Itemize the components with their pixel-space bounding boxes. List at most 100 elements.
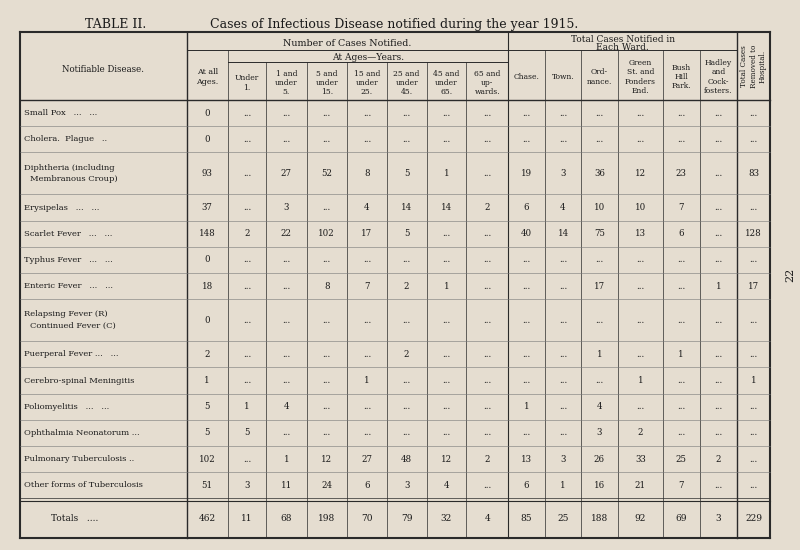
Text: 69: 69 <box>675 514 687 522</box>
Text: ...: ... <box>636 135 644 144</box>
Text: ...: ... <box>442 229 450 238</box>
Text: Cerebro-spinal Meningitis: Cerebro-spinal Meningitis <box>24 377 134 384</box>
Text: ...: ... <box>559 350 567 359</box>
Text: ...: ... <box>362 316 371 324</box>
Text: Notifiable Disease.: Notifiable Disease. <box>62 64 144 74</box>
Text: 70: 70 <box>361 514 373 522</box>
Text: ...: ... <box>442 135 450 144</box>
Text: ...: ... <box>636 316 644 324</box>
Text: ...: ... <box>402 428 410 437</box>
Text: ...: ... <box>362 108 371 118</box>
Text: ...: ... <box>559 282 567 290</box>
Text: 27: 27 <box>281 169 292 178</box>
Text: 6: 6 <box>524 481 530 490</box>
Text: ...: ... <box>242 169 251 178</box>
Text: 1: 1 <box>524 402 530 411</box>
Text: 32: 32 <box>441 514 452 522</box>
Text: ...: ... <box>362 402 371 411</box>
Text: 27: 27 <box>362 455 372 464</box>
Text: ...: ... <box>677 428 686 437</box>
Text: ...: ... <box>750 481 758 490</box>
Text: 19: 19 <box>521 169 532 178</box>
Text: ...: ... <box>559 255 567 265</box>
Text: ...: ... <box>322 428 331 437</box>
Text: Bush
Hill
Park.: Bush Hill Park. <box>671 64 691 90</box>
Text: 24: 24 <box>322 481 332 490</box>
Text: 5 and
under
15.: 5 and under 15. <box>315 70 338 96</box>
Text: 48: 48 <box>401 455 412 464</box>
Text: TABLE II.: TABLE II. <box>85 18 146 31</box>
Text: Erysipelas   ...   ...: Erysipelas ... ... <box>24 204 99 212</box>
Text: ...: ... <box>677 108 686 118</box>
Text: 0: 0 <box>204 255 210 265</box>
Text: 188: 188 <box>590 514 608 522</box>
Text: ...: ... <box>322 135 331 144</box>
Text: 7: 7 <box>678 203 684 212</box>
Text: 65 and
up-
wards.: 65 and up- wards. <box>474 70 501 96</box>
Text: 36: 36 <box>594 169 605 178</box>
Text: ...: ... <box>714 481 722 490</box>
Text: ...: ... <box>483 350 491 359</box>
Text: ...: ... <box>442 428 450 437</box>
Text: 2: 2 <box>485 455 490 464</box>
Text: 2: 2 <box>404 350 410 359</box>
Text: ...: ... <box>750 428 758 437</box>
Text: 5: 5 <box>204 428 210 437</box>
Text: ...: ... <box>714 108 722 118</box>
Text: ...: ... <box>362 428 371 437</box>
Text: 12: 12 <box>634 169 646 178</box>
Text: ...: ... <box>483 402 491 411</box>
Text: 51: 51 <box>202 481 213 490</box>
Text: Totals   ....: Totals .... <box>51 514 98 522</box>
Text: Chase.: Chase. <box>514 73 539 81</box>
Text: ...: ... <box>714 135 722 144</box>
Text: Diphtheria (including: Diphtheria (including <box>24 164 114 172</box>
Text: ...: ... <box>677 135 686 144</box>
Text: ...: ... <box>442 402 450 411</box>
Text: Enteric Fever   ...   ...: Enteric Fever ... ... <box>24 282 113 290</box>
Text: ...: ... <box>282 135 290 144</box>
Text: ...: ... <box>362 135 371 144</box>
Text: 4: 4 <box>560 203 566 212</box>
Text: 83: 83 <box>748 169 759 178</box>
Text: ...: ... <box>402 255 410 265</box>
Text: ...: ... <box>282 255 290 265</box>
Text: 3: 3 <box>244 481 250 490</box>
Text: ...: ... <box>714 376 722 385</box>
Text: ...: ... <box>322 350 331 359</box>
Text: 21: 21 <box>634 481 646 490</box>
Text: Town.: Town. <box>552 73 574 81</box>
Text: ...: ... <box>522 108 530 118</box>
Text: 25: 25 <box>676 455 686 464</box>
Text: 85: 85 <box>521 514 533 522</box>
Text: ...: ... <box>483 135 491 144</box>
Text: 1 and
under
5.: 1 and under 5. <box>275 70 298 96</box>
Text: ...: ... <box>595 376 603 385</box>
Text: ...: ... <box>714 428 722 437</box>
Text: ...: ... <box>402 135 410 144</box>
Text: ...: ... <box>242 255 251 265</box>
Text: 17: 17 <box>748 282 759 290</box>
Text: 462: 462 <box>198 514 216 522</box>
Text: ...: ... <box>242 455 251 464</box>
Text: 7: 7 <box>678 481 684 490</box>
Text: Total Cases
Removed to
Hospital.: Total Cases Removed to Hospital. <box>740 45 766 87</box>
Text: ...: ... <box>559 376 567 385</box>
Text: 2: 2 <box>485 203 490 212</box>
Text: ...: ... <box>522 350 530 359</box>
Text: Other forms of Tuberculosis: Other forms of Tuberculosis <box>24 481 143 490</box>
Text: ...: ... <box>483 229 491 238</box>
Text: 1: 1 <box>204 376 210 385</box>
Text: Scarlet Fever   ...   ...: Scarlet Fever ... ... <box>24 230 112 238</box>
Text: ...: ... <box>559 402 567 411</box>
Text: 22: 22 <box>281 229 292 238</box>
Text: ...: ... <box>714 350 722 359</box>
Text: ...: ... <box>750 203 758 212</box>
Text: ...: ... <box>522 316 530 324</box>
Text: ...: ... <box>677 255 686 265</box>
Text: Under
1.: Under 1. <box>234 74 259 92</box>
Text: 15 and
under
25.: 15 and under 25. <box>354 70 380 96</box>
Text: Cholera.  Plague   ..: Cholera. Plague .. <box>24 135 107 144</box>
Text: 102: 102 <box>198 455 215 464</box>
Text: 25 and
under
45.: 25 and under 45. <box>394 70 420 96</box>
